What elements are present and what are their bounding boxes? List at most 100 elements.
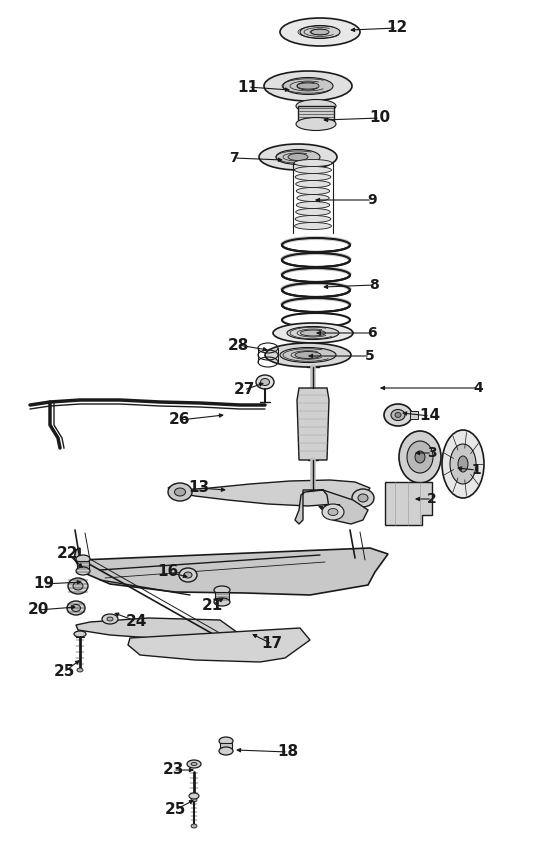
Ellipse shape [295,352,321,359]
Polygon shape [295,490,368,524]
Ellipse shape [184,572,192,578]
Ellipse shape [311,29,329,35]
Ellipse shape [260,378,270,385]
Polygon shape [297,388,329,460]
Ellipse shape [214,586,230,594]
Ellipse shape [295,166,331,174]
Polygon shape [74,548,388,595]
Ellipse shape [283,78,333,95]
Ellipse shape [214,598,230,606]
Ellipse shape [358,494,368,502]
Ellipse shape [265,343,351,367]
Ellipse shape [407,441,433,473]
Ellipse shape [442,430,484,498]
Ellipse shape [187,760,201,768]
Text: 28: 28 [228,337,249,353]
Text: 5: 5 [365,349,375,363]
Ellipse shape [322,504,344,520]
Ellipse shape [296,187,330,194]
Ellipse shape [102,614,118,624]
Ellipse shape [300,330,325,336]
Ellipse shape [295,222,331,229]
Polygon shape [76,618,245,640]
Ellipse shape [168,483,192,501]
Ellipse shape [259,144,337,170]
Bar [77,561,89,571]
Ellipse shape [458,456,468,472]
Ellipse shape [297,194,329,202]
Ellipse shape [415,451,425,463]
Text: 2: 2 [427,492,437,506]
Ellipse shape [288,153,308,160]
Ellipse shape [287,326,339,339]
Ellipse shape [295,216,331,222]
Ellipse shape [179,568,197,582]
Text: 9: 9 [367,193,377,207]
Ellipse shape [276,149,320,164]
Text: 24: 24 [125,613,147,629]
Ellipse shape [76,555,90,563]
Ellipse shape [191,824,197,828]
Ellipse shape [67,601,85,615]
Ellipse shape [77,668,83,672]
Text: 19: 19 [33,577,55,591]
Text: 3: 3 [427,446,437,460]
Ellipse shape [174,488,185,496]
Text: 12: 12 [386,20,408,36]
Ellipse shape [74,631,86,637]
Text: 27: 27 [234,383,255,398]
Text: 13: 13 [188,481,210,496]
Ellipse shape [295,174,331,181]
Ellipse shape [296,209,330,216]
Text: 10: 10 [369,111,391,125]
Ellipse shape [296,202,330,209]
Ellipse shape [191,763,197,765]
Text: 20: 20 [27,602,49,618]
Ellipse shape [294,159,332,166]
Text: 4: 4 [473,381,483,395]
Ellipse shape [191,798,197,802]
Text: 16: 16 [158,565,179,579]
Text: 15: 15 [322,504,342,520]
Ellipse shape [219,737,233,745]
Ellipse shape [384,404,412,426]
Text: 18: 18 [277,745,299,759]
Text: 21: 21 [201,597,223,613]
Ellipse shape [280,348,336,362]
Text: 26: 26 [169,412,191,428]
Text: 11: 11 [237,79,259,95]
Ellipse shape [399,431,441,483]
Ellipse shape [219,747,233,755]
Ellipse shape [264,71,352,101]
Ellipse shape [72,605,80,612]
Text: 17: 17 [261,636,283,652]
Text: 1: 1 [471,463,481,477]
Ellipse shape [189,793,199,799]
Ellipse shape [352,489,374,507]
Ellipse shape [68,578,88,594]
Bar [215,592,229,602]
Ellipse shape [256,375,274,389]
Polygon shape [128,628,310,662]
Ellipse shape [107,617,113,621]
Ellipse shape [280,18,360,46]
Ellipse shape [296,118,336,130]
Ellipse shape [73,582,83,590]
Ellipse shape [76,567,90,575]
Text: 22: 22 [56,545,78,561]
Bar [298,106,334,124]
Polygon shape [385,482,432,525]
Ellipse shape [391,410,405,421]
Text: 14: 14 [420,408,440,423]
Text: 25: 25 [164,803,185,818]
Ellipse shape [273,323,353,343]
Polygon shape [168,480,370,506]
Ellipse shape [297,82,319,90]
Ellipse shape [450,444,476,484]
Text: 7: 7 [229,151,239,165]
Ellipse shape [328,509,338,515]
Ellipse shape [300,26,340,38]
Text: 25: 25 [53,665,75,680]
Ellipse shape [296,100,336,112]
Text: 6: 6 [367,326,377,340]
